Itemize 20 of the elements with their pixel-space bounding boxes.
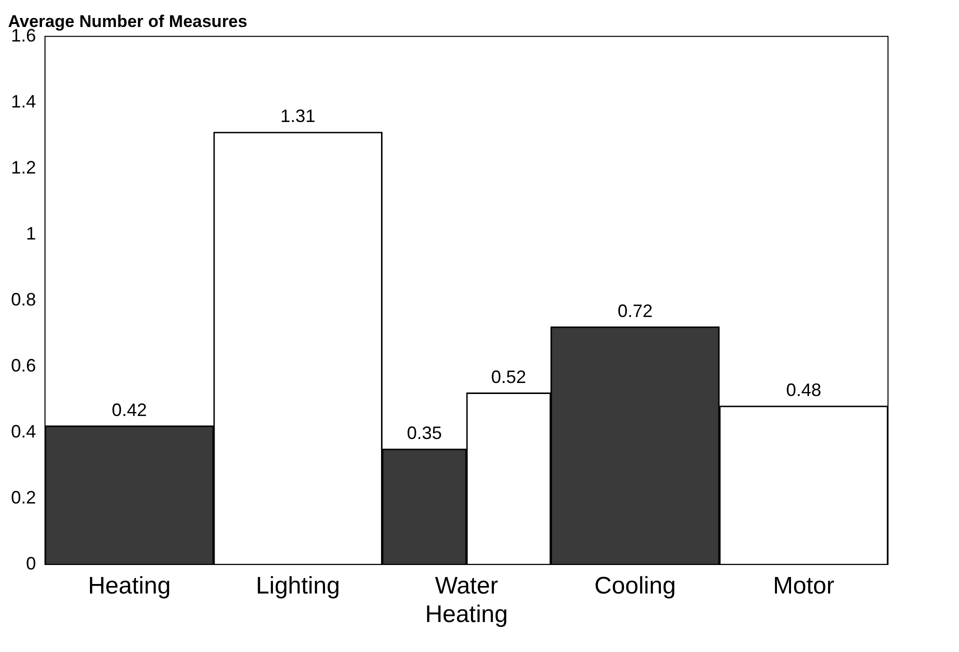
x-tick-label: Motor	[773, 572, 834, 600]
y-tick-label: 0.8	[10, 289, 36, 310]
data-label: 0.35	[406, 422, 442, 443]
data-label: 0.48	[786, 380, 822, 400]
x-tick-label: Water Heating	[425, 572, 508, 628]
y-tick-label: 1.2	[10, 157, 36, 178]
data-label: 1.31	[280, 106, 316, 126]
y-tick-label: 0	[26, 553, 36, 574]
y-tick-label: 0.4	[10, 421, 36, 442]
y-axis-title: Average Number of Measures	[8, 12, 248, 31]
data-label: 0.72	[618, 300, 653, 321]
y-tick-label: 0.6	[10, 355, 36, 376]
x-tick-label: Lighting	[256, 572, 340, 600]
y-tick-label: 1.4	[10, 91, 36, 112]
y-tick-label: 1	[26, 223, 36, 244]
x-tick-label: Cooling	[594, 572, 676, 600]
y-tick-label: 0.2	[10, 487, 36, 508]
x-tick-label: Heating	[88, 572, 171, 600]
data-label: 0.52	[491, 366, 526, 387]
data-label: 0.42	[112, 400, 147, 420]
